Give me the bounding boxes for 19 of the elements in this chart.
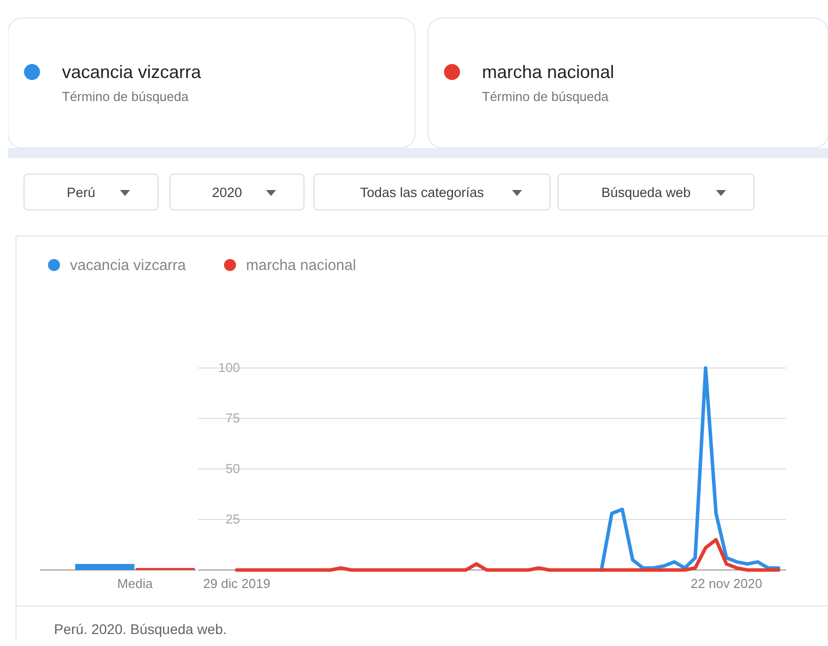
text: Término de búsqueda <box>482 89 610 104</box>
y-tick-label: 75 <box>226 410 240 426</box>
dropdown-field: Perú <box>24 174 158 210</box>
text: Perú. 2020. Búsqueda web. <box>54 621 227 637</box>
dropdown-field: 2020 <box>170 174 304 210</box>
x-tick-label: 29 dic 2019 <box>203 576 270 591</box>
text: vacancia vizcarra <box>62 62 202 82</box>
y-tick-label: 25 <box>226 512 240 526</box>
y-tick-label: 50 <box>226 461 240 476</box>
y-tick-label: 100 <box>218 360 240 375</box>
line-series <box>234 538 780 572</box>
legend-label: marcha nacional <box>246 257 356 274</box>
dropdown-field: Todas las categorías <box>314 174 550 210</box>
x-tick-label: 22 nov 2020 <box>690 576 762 591</box>
x-tick-label: Media <box>117 576 154 591</box>
legend-label: vacancia vizcarra <box>70 257 187 274</box>
dropdown-field: Búsqueda web <box>558 174 754 210</box>
text: Término de búsqueda <box>62 89 190 104</box>
text: marcha nacional <box>482 62 614 82</box>
